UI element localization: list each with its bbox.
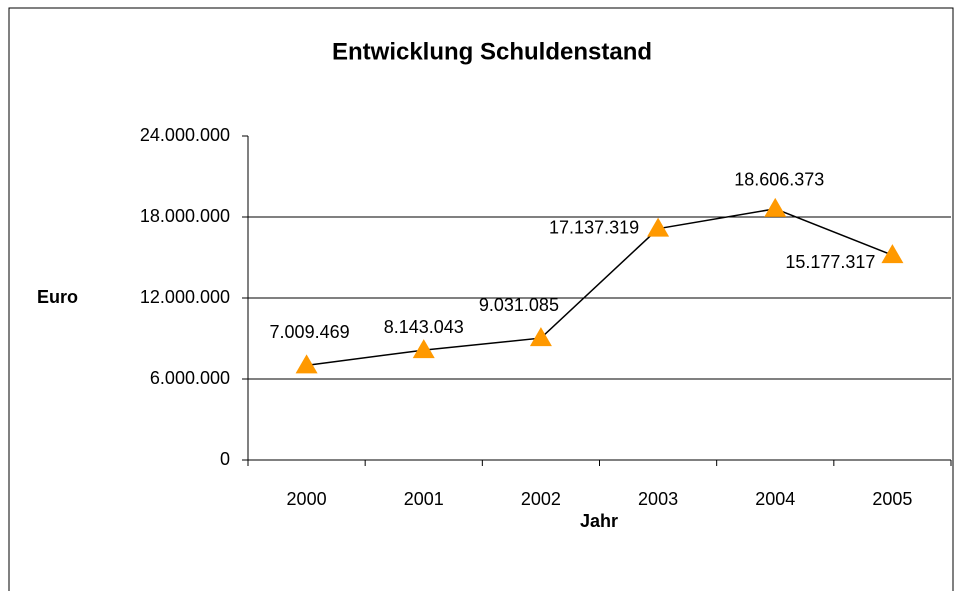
y-tick-label: 0 [220,449,230,469]
data-label: 15.177.317 [785,252,875,272]
y-tick-label: 6.000.000 [150,368,230,388]
y-tick-label: 18.000.000 [140,206,230,226]
marker [881,244,904,264]
data-label: 18.606.373 [734,170,824,190]
data-label: 8.143.043 [384,317,464,337]
line [306,208,893,367]
data-label: 9.031.085 [479,295,559,315]
marker [295,354,318,374]
y-tick-label: 12.000.000 [140,287,230,307]
x-tick-label: 2004 [755,489,795,509]
marker [764,197,787,217]
chart-title: Entwicklung Schuldenstand [332,38,652,65]
x-tick-label: 2005 [872,489,912,509]
chart-frame [8,7,954,591]
marker [412,339,435,359]
x-tick-label: 2003 [638,489,678,509]
data-label: 7.009.469 [270,322,350,342]
x-tick-label: 2000 [287,489,327,509]
marker [529,327,552,347]
x-tick-label: 2002 [521,489,561,509]
x-axis-label: Jahr [580,511,618,531]
x-tick-label: 2001 [404,489,444,509]
y-tick-label: 24.000.000 [140,125,230,145]
data-label: 17.137.319 [549,217,639,237]
y-axis-label: Euro [37,287,78,307]
marker [647,217,670,237]
